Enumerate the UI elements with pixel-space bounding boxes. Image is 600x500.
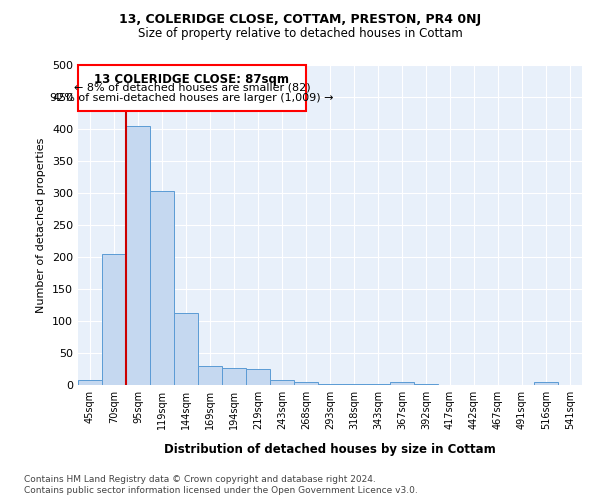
FancyBboxPatch shape — [78, 65, 306, 111]
Bar — [342, 384, 366, 385]
Bar — [246, 369, 270, 385]
Text: Size of property relative to detached houses in Cottam: Size of property relative to detached ho… — [137, 28, 463, 40]
Bar — [414, 384, 438, 385]
Bar — [174, 312, 198, 385]
Text: 13 COLERIDGE CLOSE: 87sqm: 13 COLERIDGE CLOSE: 87sqm — [95, 72, 290, 86]
Text: ← 8% of detached houses are smaller (82): ← 8% of detached houses are smaller (82) — [74, 83, 310, 93]
Bar — [198, 366, 222, 385]
Y-axis label: Number of detached properties: Number of detached properties — [37, 138, 46, 312]
Bar — [102, 254, 126, 385]
Bar — [294, 382, 318, 385]
Bar — [318, 384, 342, 385]
Text: Contains public sector information licensed under the Open Government Licence v3: Contains public sector information licen… — [24, 486, 418, 495]
Bar — [390, 382, 414, 385]
Text: Distribution of detached houses by size in Cottam: Distribution of detached houses by size … — [164, 442, 496, 456]
Bar — [366, 384, 390, 385]
Bar — [126, 126, 150, 385]
Bar — [78, 380, 102, 385]
Text: Contains HM Land Registry data © Crown copyright and database right 2024.: Contains HM Land Registry data © Crown c… — [24, 475, 376, 484]
Text: 92% of semi-detached houses are larger (1,009) →: 92% of semi-detached houses are larger (… — [50, 93, 334, 103]
Bar — [534, 382, 558, 385]
Bar — [150, 191, 174, 385]
Text: 13, COLERIDGE CLOSE, COTTAM, PRESTON, PR4 0NJ: 13, COLERIDGE CLOSE, COTTAM, PRESTON, PR… — [119, 12, 481, 26]
Bar — [270, 380, 294, 385]
Bar — [222, 368, 246, 385]
